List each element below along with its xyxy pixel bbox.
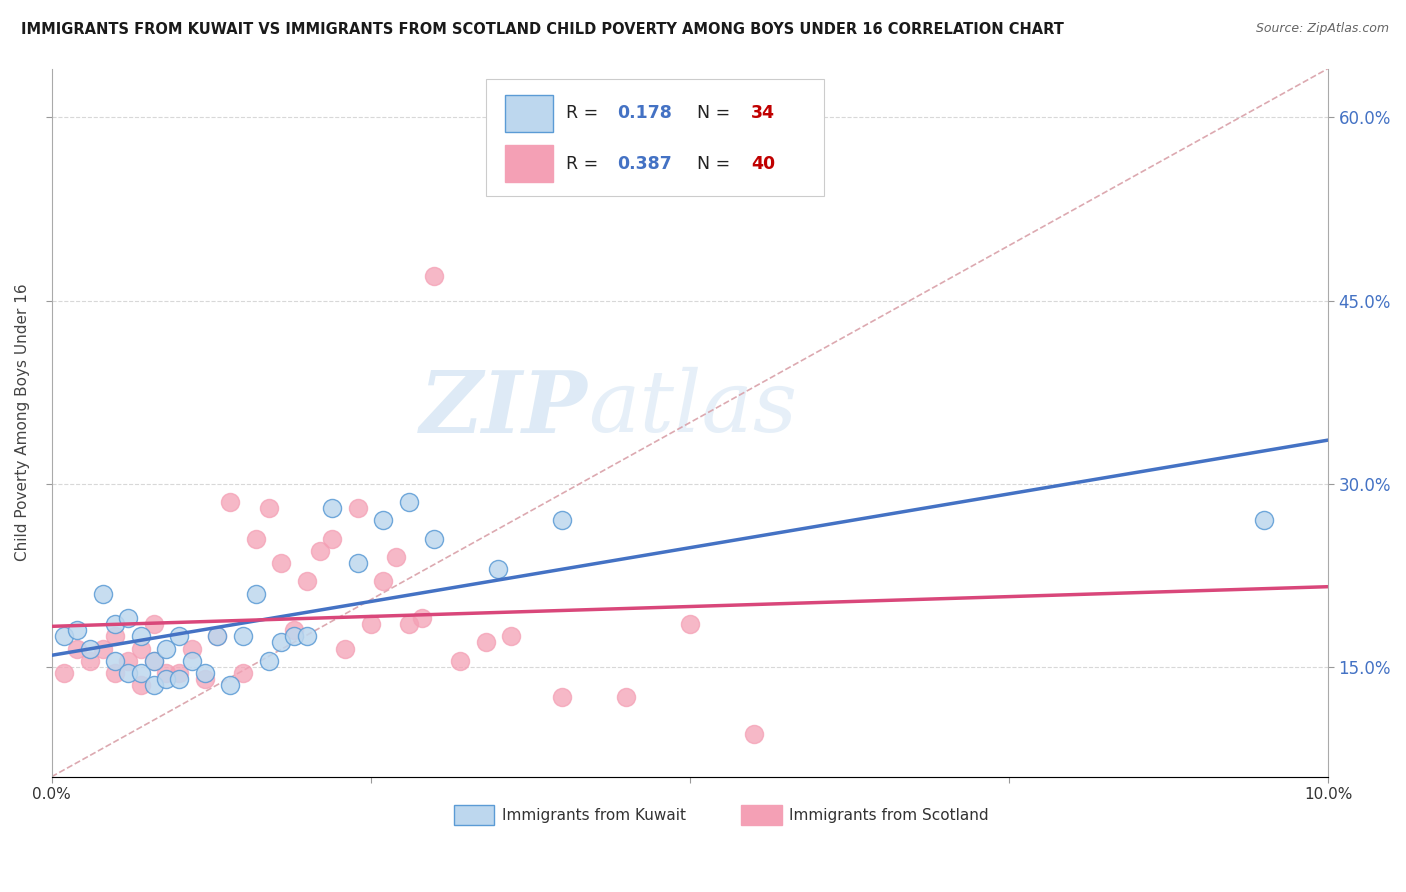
Point — [129, 665, 152, 680]
Point — [486, 562, 509, 576]
Text: IMMIGRANTS FROM KUWAIT VS IMMIGRANTS FROM SCOTLAND CHILD POVERTY AMONG BOYS UNDE: IMMIGRANTS FROM KUWAIT VS IMMIGRANTS FRO… — [21, 22, 1064, 37]
Point — [129, 678, 152, 692]
Point — [155, 665, 177, 680]
Point — [679, 617, 702, 632]
Point — [207, 629, 229, 643]
Point — [449, 654, 471, 668]
Text: 34: 34 — [751, 104, 775, 122]
Point — [283, 629, 305, 643]
Point — [742, 727, 765, 741]
Point — [257, 654, 280, 668]
Point — [385, 549, 408, 564]
Point — [360, 617, 382, 632]
Point — [321, 532, 343, 546]
Point — [501, 629, 523, 643]
Point — [181, 654, 204, 668]
Point — [207, 629, 229, 643]
Point — [66, 624, 89, 638]
Point — [91, 586, 114, 600]
Point — [53, 629, 76, 643]
Point — [283, 624, 305, 638]
Point — [308, 544, 330, 558]
Point — [232, 629, 254, 643]
Text: N =: N = — [686, 155, 735, 173]
Text: Immigrants from Scotland: Immigrants from Scotland — [789, 807, 988, 822]
Point — [373, 574, 395, 589]
Point — [194, 665, 217, 680]
Point — [79, 641, 101, 656]
Point — [104, 629, 127, 643]
FancyBboxPatch shape — [454, 805, 495, 825]
Point — [194, 672, 217, 686]
FancyBboxPatch shape — [741, 805, 782, 825]
Point — [295, 629, 318, 643]
Point — [257, 501, 280, 516]
Point — [104, 617, 127, 632]
Point — [181, 641, 204, 656]
Text: R =: R = — [567, 155, 603, 173]
Point — [232, 665, 254, 680]
Point — [219, 495, 242, 509]
Point — [117, 665, 139, 680]
Point — [167, 629, 190, 643]
Point — [398, 495, 420, 509]
Text: ZIP: ZIP — [420, 367, 588, 450]
Text: atlas: atlas — [588, 368, 797, 450]
Point — [373, 513, 395, 527]
Point — [129, 629, 152, 643]
Point — [423, 532, 446, 546]
Text: 0.387: 0.387 — [617, 155, 672, 173]
Point — [91, 641, 114, 656]
Point — [155, 672, 177, 686]
Point — [142, 654, 165, 668]
Point — [1253, 513, 1275, 527]
Point — [295, 574, 318, 589]
Point — [347, 501, 370, 516]
Point — [245, 586, 267, 600]
Point — [614, 690, 637, 705]
FancyBboxPatch shape — [485, 79, 824, 196]
Point — [551, 690, 574, 705]
Point — [270, 635, 292, 649]
Point — [333, 641, 356, 656]
Text: 40: 40 — [751, 155, 775, 173]
Point — [219, 678, 242, 692]
Point — [423, 269, 446, 284]
Point — [79, 654, 101, 668]
Point — [167, 672, 190, 686]
Point — [411, 611, 433, 625]
Text: R =: R = — [567, 104, 603, 122]
Point — [142, 678, 165, 692]
Point — [142, 617, 165, 632]
Point — [551, 513, 574, 527]
Point — [155, 641, 177, 656]
Point — [270, 556, 292, 570]
Point — [474, 635, 496, 649]
Point — [142, 654, 165, 668]
Point — [66, 641, 89, 656]
Text: Source: ZipAtlas.com: Source: ZipAtlas.com — [1256, 22, 1389, 36]
Point — [104, 665, 127, 680]
Point — [167, 665, 190, 680]
Point — [347, 556, 370, 570]
Point — [129, 641, 152, 656]
FancyBboxPatch shape — [505, 95, 553, 132]
Text: Immigrants from Kuwait: Immigrants from Kuwait — [502, 807, 686, 822]
Point — [398, 617, 420, 632]
Point — [321, 501, 343, 516]
FancyBboxPatch shape — [505, 145, 553, 182]
Text: 0.178: 0.178 — [617, 104, 672, 122]
Point — [117, 611, 139, 625]
Point — [245, 532, 267, 546]
Point — [104, 654, 127, 668]
Y-axis label: Child Poverty Among Boys Under 16: Child Poverty Among Boys Under 16 — [15, 284, 30, 561]
Point — [53, 665, 76, 680]
Point — [117, 654, 139, 668]
Text: N =: N = — [686, 104, 735, 122]
